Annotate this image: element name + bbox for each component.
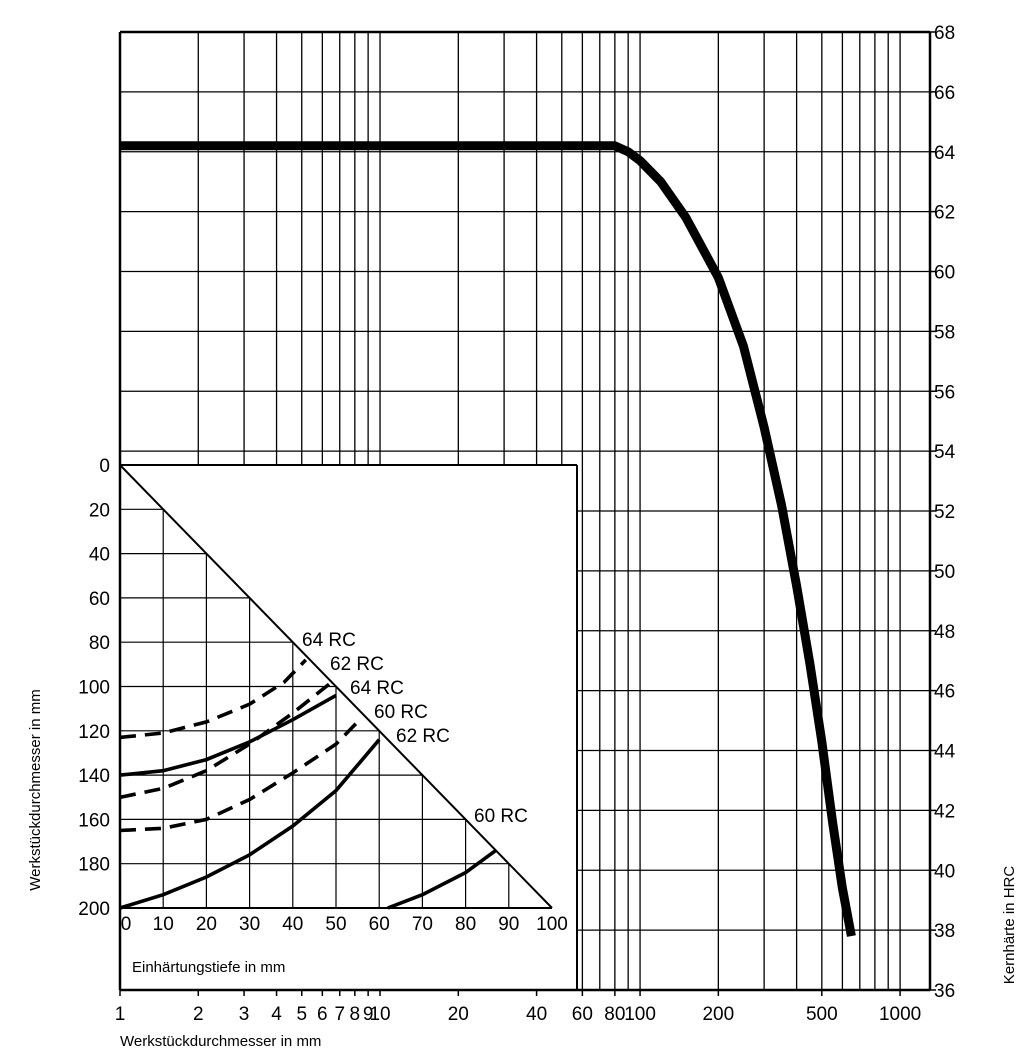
x-tick-label: 9 — [363, 1004, 374, 1025]
inset-x-tick-label: 90 — [498, 914, 519, 935]
y-tick-label: 36 — [934, 981, 955, 1002]
y-tick-label: 64 — [934, 143, 956, 164]
inset-y-tick-label: 40 — [89, 545, 110, 566]
inset-series-line — [119, 738, 381, 910]
inset-x-tick-label: 60 — [369, 914, 390, 935]
y-axis-label: Kernhärte in HRC — [1001, 866, 1018, 985]
plot-frame — [118, 30, 936, 992]
x-tick-label: 4 — [271, 1004, 282, 1025]
y-tick-label: 46 — [934, 682, 955, 703]
y-tick-label: 56 — [934, 382, 955, 403]
inset-series-line — [119, 680, 333, 800]
inset-x-axis-label: Einhärtungstiefe in mm — [132, 959, 285, 976]
inset-x-tick-label: 40 — [282, 914, 303, 935]
x-tick-label: 10 — [369, 1004, 390, 1025]
inset-x-tick-label: 80 — [455, 914, 476, 935]
inset-y-axis-label: Werkstückdurchmesser in mm — [27, 689, 44, 890]
y-tick-label: 66 — [934, 83, 955, 104]
inset-panel: 64 RC 62 RC 64 RC 60 RC 62 RC 60 RC 0 20 40 60 80 1… — [27, 456, 578, 990]
y-tick-label: 50 — [934, 562, 955, 583]
x-tick-label: 5 — [296, 1004, 307, 1025]
y-tick-label: 54 — [934, 442, 956, 463]
x-tick-label: 1 — [115, 1004, 126, 1025]
series-label: 60 RC — [374, 702, 428, 723]
x-axis-label: Werkstückdurchmesser in mm — [120, 1033, 321, 1050]
inset-x-tick-label: 10 — [153, 914, 174, 935]
inset-y-tick-label: 180 — [78, 855, 110, 876]
inset-x-tick-label: 20 — [196, 914, 217, 935]
inset-y-tick-label: 0 — [99, 456, 110, 477]
x-tick-label: 20 — [448, 1004, 469, 1025]
x-tick-label: 200 — [702, 1004, 734, 1025]
x-tick-label: 80 — [604, 1004, 625, 1025]
inset-y-tick-label: 160 — [78, 810, 110, 831]
x-tick-label: 3 — [239, 1004, 250, 1025]
inset-series-line — [119, 693, 337, 777]
y-tick-label: 42 — [934, 801, 955, 822]
series-label: 60 RC — [474, 806, 528, 827]
inset-y-tick-label: 100 — [78, 678, 110, 699]
inset-background — [120, 465, 577, 988]
series-label: 64 RC — [350, 678, 404, 699]
inset-series-line — [119, 716, 364, 833]
x-tick-label: 500 — [806, 1004, 838, 1025]
inset-y-tick-label: 60 — [89, 589, 110, 610]
series-label: 62 RC — [330, 654, 384, 675]
x-tick-label: 1000 — [879, 1004, 921, 1025]
x-tick-label: 60 — [572, 1004, 593, 1025]
y-tick-label: 68 — [934, 23, 955, 44]
inset-x-tick-label: 30 — [239, 914, 260, 935]
y-tick-label: 58 — [934, 322, 955, 343]
x-tick-label: 2 — [193, 1004, 204, 1025]
y-tick-label: 44 — [934, 742, 956, 763]
inset-series-line — [119, 658, 308, 740]
y-tick-label: 60 — [934, 263, 955, 284]
hardness-curve — [120, 141, 856, 937]
series-label: 62 RC — [396, 726, 450, 747]
hardness-line — [120, 141, 856, 937]
x-tick-label: 40 — [526, 1004, 547, 1025]
y-tick-label: 62 — [934, 203, 955, 224]
y-tick-label: 52 — [934, 502, 955, 523]
x-tick-label: 6 — [317, 1004, 328, 1025]
inset-y-tick-label: 120 — [78, 722, 110, 743]
inset-y-tick-label: 20 — [89, 500, 110, 521]
series-label: 64 RC — [302, 630, 356, 651]
diagonal-limit-line — [119, 464, 553, 909]
inset-y-tick-label: 200 — [78, 899, 110, 920]
y-tick-label: 48 — [934, 622, 955, 643]
x-tick-label: 100 — [624, 1004, 656, 1025]
x-tick-label: 7 — [334, 1004, 345, 1025]
inset-y-tick-label: 140 — [78, 766, 110, 787]
inset-y-tick-label: 80 — [89, 633, 110, 654]
inset-series-line — [387, 848, 497, 910]
inset-x-tick-label: 50 — [325, 914, 346, 935]
inset-x-tick-label: 100 — [536, 914, 568, 935]
x-tick-label: 8 — [350, 1004, 361, 1025]
y-tick-label: 40 — [934, 861, 955, 882]
inset-x-tick-label: 70 — [412, 914, 433, 935]
inset-x-tick-label: 0 — [121, 914, 132, 935]
y-tick-label: 38 — [934, 921, 955, 942]
upper-grid — [119, 32, 930, 990]
